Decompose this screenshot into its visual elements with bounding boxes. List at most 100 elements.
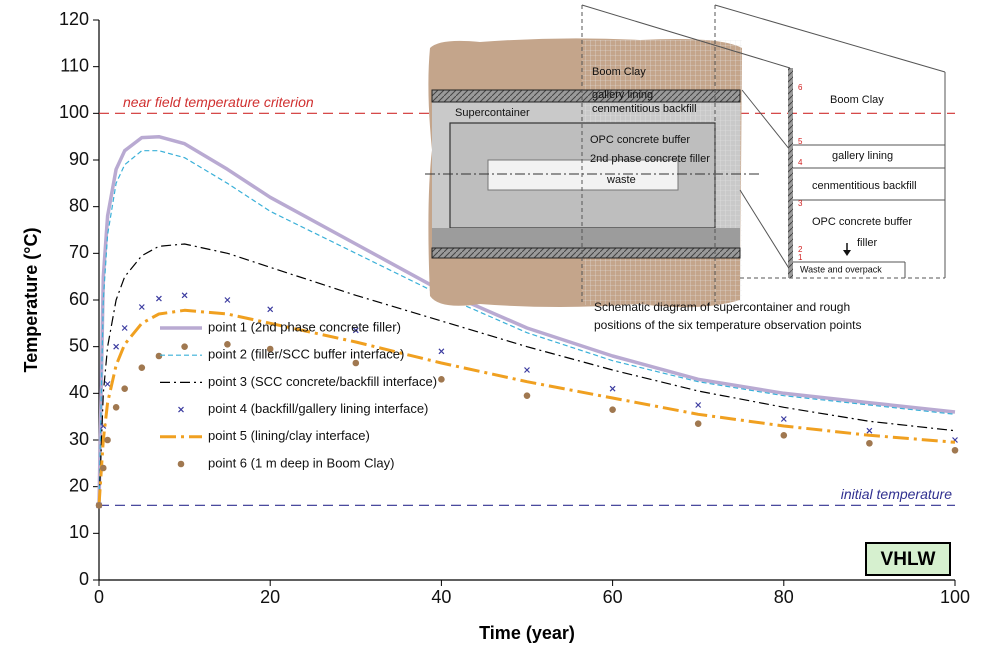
x-tick-label: 20: [260, 587, 280, 607]
marker-x: [267, 306, 274, 313]
marker-dot: [121, 385, 128, 392]
lining-top: [431, 89, 741, 103]
marker-dot: [866, 439, 873, 447]
marker-dot: [224, 341, 231, 348]
marker-x: [155, 295, 162, 302]
marker-x: [181, 292, 188, 299]
x-tick-label: 80: [774, 587, 794, 607]
point-number: 4: [798, 158, 803, 167]
y-tick-label: 30: [69, 429, 89, 449]
marker-dot: [95, 502, 103, 509]
y-tick-label: 50: [69, 335, 89, 355]
point-number: 3: [798, 199, 803, 208]
inset-diagram: Boom Clay gallery lining cenmentitious b…: [425, 4, 946, 332]
y-tick-label: 60: [69, 289, 89, 309]
legend-label: point 5 (lining/clay interface): [208, 428, 370, 443]
point-number: 2: [798, 245, 803, 254]
y-tick-label: 40: [69, 382, 89, 402]
perspective-line: [714, 4, 946, 73]
marker-dot: [112, 404, 120, 411]
lining-bottom: [431, 247, 741, 259]
marker-dot: [99, 464, 107, 472]
marker-dot: [438, 376, 445, 383]
y-tick-label: 70: [69, 242, 89, 262]
marker-x: [104, 381, 111, 387]
perspective-line: [741, 89, 791, 151]
marker-dot: [951, 446, 959, 454]
series-line: [97, 134, 956, 506]
marker-dot: [177, 460, 185, 468]
marker-dot: [352, 359, 360, 367]
perspective-line: [581, 4, 791, 69]
x-tick-label: 60: [603, 587, 623, 607]
inset-caption: Schematic diagram of supercontainer and …: [594, 300, 850, 314]
wall: [788, 68, 793, 278]
point-number: 5: [798, 137, 803, 146]
inset-label: cenmentitious backfill: [812, 180, 917, 192]
marker-x: [438, 348, 445, 355]
arrow-head: [843, 250, 851, 256]
series-line: [98, 243, 956, 506]
inset-caption: positions of the six temperature observa…: [594, 318, 861, 332]
y-tick-label: 120: [59, 9, 89, 29]
series-line: [98, 150, 956, 506]
marker-dot: [694, 420, 702, 427]
point-number: 6: [798, 83, 803, 92]
y-tick-label: 10: [69, 522, 89, 542]
legend-label: point 1 (2nd phase concrete filler): [208, 319, 401, 334]
x-tick-label: 0: [94, 587, 104, 607]
marker-x: [224, 297, 231, 303]
y-axis-label: Temperature (°C): [21, 228, 41, 373]
marker-dot: [181, 343, 188, 350]
marker-x: [609, 385, 616, 392]
waste-canister: [487, 159, 679, 191]
marker-x: [138, 304, 145, 310]
perspective-line: [739, 189, 791, 271]
marker-dot: [523, 392, 531, 399]
marker-x: [178, 406, 184, 413]
legend-label: point 2 (filler/SCC buffer interface): [208, 347, 404, 362]
marker-dot: [609, 406, 616, 413]
inset-label: OPC concrete buffer: [590, 134, 690, 146]
y-tick-label: 0: [79, 569, 89, 589]
label-box: [865, 542, 951, 576]
inset-label: 2nd phase concrete filler: [590, 153, 710, 165]
marker-dot: [104, 436, 111, 444]
marker-x: [695, 402, 702, 408]
marker-dot: [138, 364, 146, 371]
y-tick-label: 80: [69, 195, 89, 215]
x-axis-label: Time (year): [479, 623, 575, 643]
marker-dot: [780, 432, 788, 439]
plot-area: 0 10 20 30 40 50 60 70 80 90 100 110 120 0 20 40 60 80 100…: [59, 9, 970, 607]
legend-label: point 4 (backfill/gallery lining interfa…: [208, 401, 428, 416]
inset-label: gallery lining: [832, 150, 893, 162]
inset-label: Boom Clay: [830, 94, 884, 106]
y-tick-label: 110: [60, 55, 89, 75]
marker-x: [524, 367, 530, 373]
legend-label: point 6 (1 m deep in Boom Clay): [208, 455, 394, 470]
inset-label: Supercontainer: [455, 107, 530, 119]
x-tick-label: 100: [940, 587, 970, 607]
inset-label: OPC concrete buffer: [812, 216, 912, 228]
inset-label: waste: [606, 174, 636, 186]
inset-label: cenmentitious backfill: [592, 103, 697, 115]
y-tick-label: 90: [69, 149, 89, 169]
y-tick-label: 20: [69, 475, 89, 495]
inset-label: gallery lining: [592, 89, 653, 101]
y-tick-label: 100: [59, 102, 89, 122]
box-label: VHLW: [881, 549, 936, 570]
reference-label: near field temperature criterion: [123, 94, 314, 110]
reference-label: initial temperature: [841, 486, 952, 502]
legend-label: point 3 (SCC concrete/backfill interface…: [208, 374, 437, 389]
inset-label: Boom Clay: [592, 66, 646, 78]
marker-x: [866, 427, 873, 434]
marker-x: [113, 343, 120, 350]
inset-label: filler: [857, 237, 878, 249]
marker-x: [121, 325, 128, 331]
inset-label: Waste and overpack: [800, 264, 882, 274]
x-tick-label: 40: [431, 587, 451, 607]
marker-dot: [266, 345, 274, 353]
dark-band: [432, 228, 740, 248]
marker-x: [780, 416, 787, 422]
